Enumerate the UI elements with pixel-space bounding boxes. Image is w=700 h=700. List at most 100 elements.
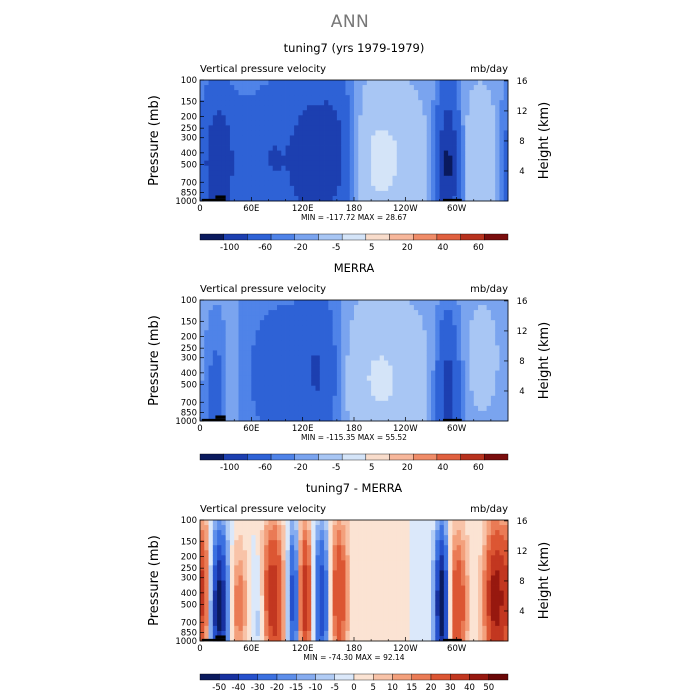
contour-cell — [413, 590, 419, 597]
contour-cell — [208, 140, 214, 146]
contour-cell — [200, 615, 205, 622]
contour-cell — [366, 85, 372, 91]
contour-cell — [405, 360, 411, 366]
colorbar-swatch — [247, 233, 272, 241]
contour-cell — [208, 345, 214, 351]
contour-cell — [409, 185, 415, 192]
contour-cell — [294, 415, 299, 422]
contour-cell — [413, 135, 419, 141]
contour-cell — [465, 325, 470, 331]
contour-cell — [396, 145, 402, 151]
contour-cell — [200, 525, 205, 531]
contour-cell — [306, 130, 312, 136]
contour-cell — [217, 155, 222, 162]
contour-cell — [413, 105, 419, 111]
contour-cell — [341, 390, 346, 397]
contour-cell — [268, 340, 274, 346]
contour-cell — [200, 555, 205, 561]
contour-cell — [281, 375, 286, 382]
contour-cell — [392, 125, 398, 131]
contour-cell — [242, 315, 248, 321]
contour-cell — [324, 395, 329, 402]
contour-cell — [379, 105, 385, 111]
contour-cell — [315, 170, 321, 177]
colorbar-label: -5 — [332, 463, 340, 473]
contour-cell — [379, 170, 385, 177]
contour-cell — [469, 115, 475, 121]
contour-cell — [431, 415, 436, 422]
contour-cell — [238, 545, 244, 551]
contour-cell — [418, 130, 423, 136]
contour-cell — [456, 400, 462, 407]
contour-cell — [490, 310, 496, 316]
contour-cell — [482, 160, 488, 167]
contour-cell — [225, 550, 231, 556]
contour-cell — [341, 550, 346, 556]
contour-cell — [486, 195, 492, 202]
contour-cell — [229, 555, 235, 561]
contour-cell — [490, 125, 496, 131]
contour-cell — [366, 305, 372, 311]
contour-cell — [431, 80, 436, 86]
contour-cell — [405, 90, 411, 96]
contour-cell — [418, 360, 423, 366]
contour-cell — [217, 595, 222, 602]
contour-cell — [272, 135, 278, 141]
contour-cell — [460, 330, 466, 336]
contour-cell — [362, 320, 368, 326]
contour-cell — [285, 620, 291, 627]
contour-cell — [234, 160, 239, 167]
contour-cell — [204, 405, 209, 412]
contour-cell — [247, 575, 252, 581]
contour-cell — [208, 80, 214, 86]
contour-cell — [366, 170, 372, 177]
contour-cell — [255, 525, 261, 531]
contour-cell — [413, 180, 419, 187]
contour-cell — [435, 320, 440, 326]
contour-cell — [490, 85, 496, 91]
contour-cell — [306, 190, 312, 197]
contour-cell — [478, 85, 483, 91]
contour-cell — [289, 110, 295, 116]
contour-cell — [277, 335, 282, 341]
contour-cell — [281, 520, 286, 526]
contour-cell — [336, 575, 342, 581]
contour-cell — [452, 105, 458, 111]
contour-cell — [212, 90, 218, 96]
contour-cell — [426, 105, 432, 111]
contour-cell — [486, 355, 492, 361]
contour-cell — [413, 380, 419, 387]
contour-cell — [345, 315, 351, 321]
contour-cell — [409, 610, 415, 617]
contour-cell — [341, 590, 346, 597]
contour-cell — [435, 105, 440, 111]
contour-cell — [358, 310, 363, 316]
contour-cell — [217, 175, 222, 182]
contour-cell — [413, 630, 419, 637]
contour-cell — [285, 370, 291, 377]
contour-cell — [268, 175, 274, 182]
contour-cell — [388, 590, 393, 597]
contour-cell — [503, 185, 509, 192]
contour-cell — [255, 615, 261, 622]
contour-cell — [247, 110, 252, 116]
contour-cell — [422, 140, 428, 146]
contour-cell — [302, 565, 308, 571]
contour-cell — [277, 110, 282, 116]
contour-cell — [294, 535, 299, 541]
contour-cell — [336, 310, 342, 316]
contour-cell — [238, 145, 244, 151]
contour-cell — [349, 100, 355, 106]
contour-cell — [371, 355, 376, 361]
contour-cell — [298, 85, 304, 91]
contour-cell — [358, 600, 363, 607]
contour-cell — [315, 160, 321, 167]
contour-cell — [396, 300, 402, 306]
contour-cell — [247, 130, 252, 136]
contour-cell — [324, 570, 329, 576]
contour-cell — [311, 330, 316, 336]
contour-cell — [405, 140, 411, 146]
contour-cell — [349, 80, 355, 86]
contour-cell — [431, 550, 436, 556]
contour-cell — [358, 540, 363, 546]
